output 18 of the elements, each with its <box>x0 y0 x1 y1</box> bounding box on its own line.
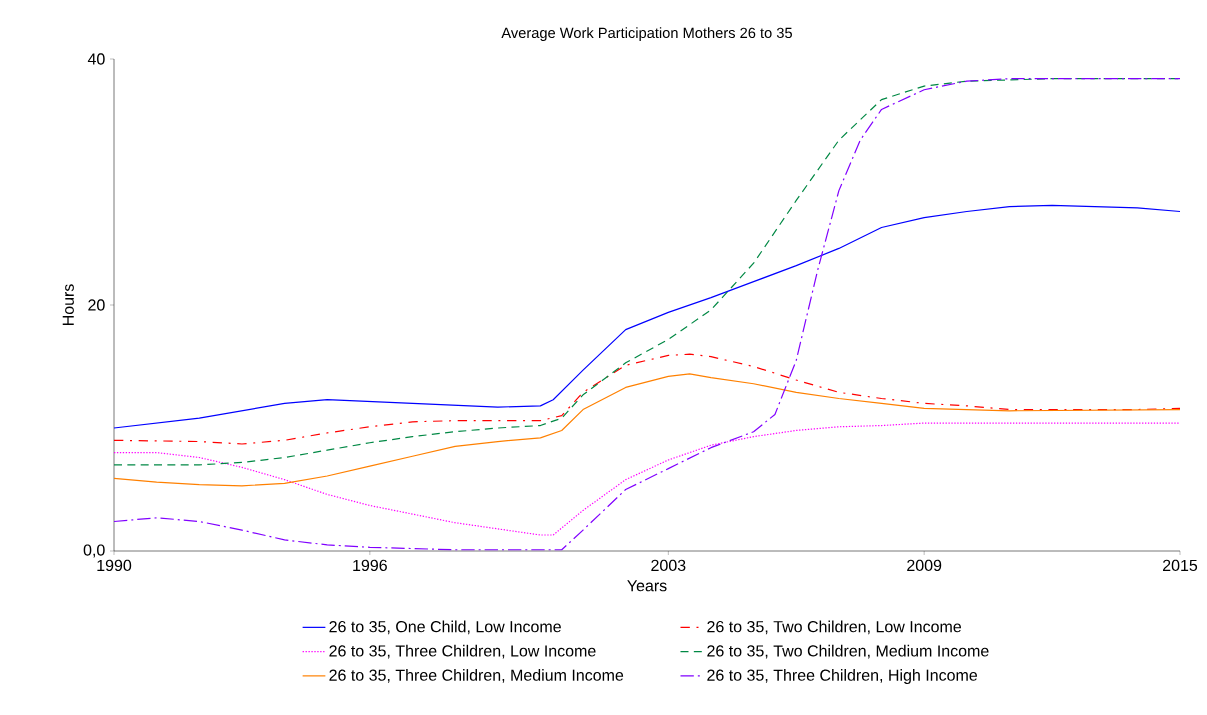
legend-label: 26 to 35, Two Children, Low Income <box>707 620 961 635</box>
line-series <box>113 373 1181 487</box>
legend-label: 26 to 35, Three Children, High Income <box>707 669 978 684</box>
y-tick-label: 0,0 <box>83 544 105 558</box>
x-tick-label: 2003 <box>651 559 686 572</box>
legend-label: 26 to 35, Three Children, Low Income <box>329 644 596 659</box>
x-tick-label: 1990 <box>97 559 132 572</box>
x-tick-label: 1996 <box>353 559 387 572</box>
y-tick-label: 20 <box>88 299 105 311</box>
legend-label: 26 to 35, Three Children, Medium Income <box>329 669 624 683</box>
legend-label: 26 to 35, One Child, Low Income <box>329 620 561 635</box>
legend-label: 26 to 35, Two Children, Medium Income <box>707 644 989 659</box>
x-axis-title: Years <box>627 580 667 592</box>
chart-title: Average Work Participation Mothers 26 to 35 <box>501 27 792 41</box>
y-axis-title: Hours <box>62 284 74 326</box>
x-tick-label: 2015 <box>1163 559 1198 572</box>
y-tick-label: 40 <box>87 53 105 65</box>
x-tick-label: 2009 <box>907 559 942 572</box>
